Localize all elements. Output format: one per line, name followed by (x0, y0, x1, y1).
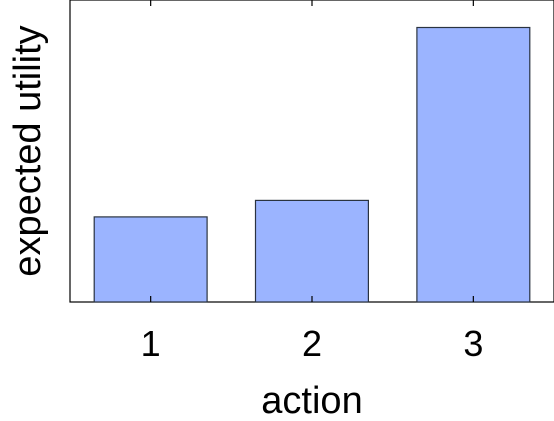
x-axis-label: action (261, 380, 362, 421)
bar-1 (93, 216, 208, 303)
x-ticks-layer: 1 2 3 (141, 0, 483, 364)
x-tick-label-1: 1 (141, 323, 161, 364)
bar-2 (254, 199, 370, 303)
bars-layer (93, 26, 531, 303)
bar-3 (416, 26, 531, 303)
x-tick-label-2: 2 (302, 323, 322, 364)
y-axis-label: expected utility (7, 25, 49, 276)
x-tick-label-3: 3 (463, 323, 483, 364)
